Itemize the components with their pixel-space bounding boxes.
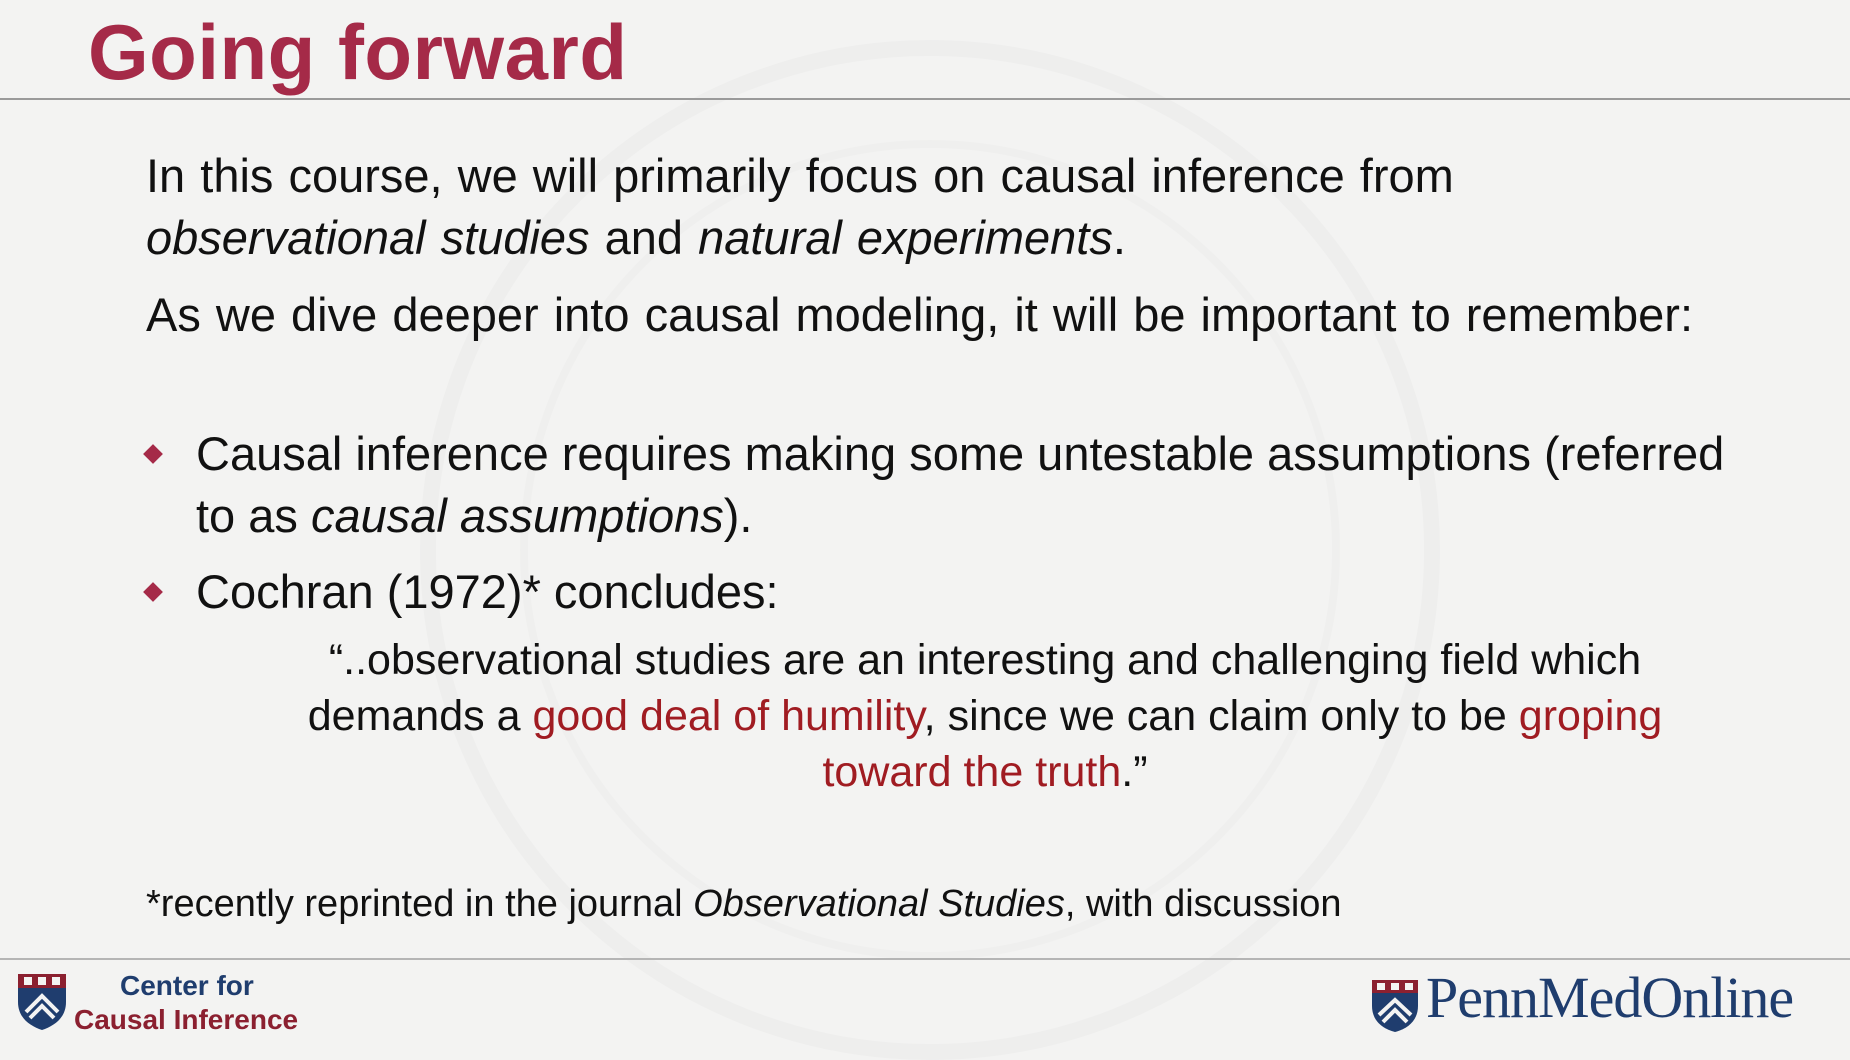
quote-text-3: .” bbox=[1121, 748, 1148, 796]
bullet-2-text: Cochran (1972)* concludes: bbox=[196, 565, 779, 618]
quote-highlight-humility: good deal of humility bbox=[532, 692, 924, 740]
footnote-italic-journal: Observational Studies bbox=[693, 883, 1065, 925]
intro-text-1: In this course, we will primarily focus … bbox=[146, 149, 1454, 202]
intro-text-3: . bbox=[1112, 211, 1126, 264]
quote-highlight-groping: groping toward the truth bbox=[822, 692, 1663, 796]
bullet-1-italic: causal assumptions bbox=[310, 489, 724, 542]
diamond-bullet-icon bbox=[143, 582, 163, 602]
logo-line-center-for: Center for bbox=[120, 970, 254, 1001]
title-divider bbox=[0, 98, 1850, 100]
penn-shield-icon bbox=[18, 974, 66, 1030]
intro-italic-natural: natural experiments bbox=[698, 211, 1113, 264]
quote-text-1: “..observational studies are an interest… bbox=[307, 636, 1642, 740]
pennmedonline-logo: PennMedOnline bbox=[1370, 965, 1840, 1036]
bullet-text: Causal inference requires making some un… bbox=[196, 423, 1746, 547]
logo-line-causal-inference: Causal Inference bbox=[74, 1004, 299, 1035]
diamond-bullet-icon bbox=[143, 444, 163, 464]
penn-shield-icon bbox=[1372, 980, 1418, 1032]
intro-paragraph: In this course, we will primarily focus … bbox=[146, 145, 1726, 269]
footnote-text-1: *recently reprinted in the journal bbox=[146, 883, 694, 925]
footnote: *recently reprinted in the journal Obser… bbox=[146, 880, 1342, 928]
intro-italic-observational: observational studies bbox=[146, 211, 590, 264]
remember-paragraph: As we dive deeper into causal modeling, … bbox=[146, 288, 1694, 341]
quote-text-2: , since we can claim only to be bbox=[923, 692, 1519, 740]
logo-wordmark: PennMedOnline bbox=[1426, 965, 1794, 1030]
slide-title: Going forward bbox=[88, 8, 628, 96]
bullet-text: Cochran (1972)* concludes: bbox=[196, 561, 1746, 623]
bullet-1-text-2: ). bbox=[723, 489, 753, 542]
footer-divider bbox=[0, 958, 1850, 960]
center-for-causal-inference-logo: Center for Causal Inference bbox=[16, 970, 316, 1036]
cochran-quote: “..observational studies are an interest… bbox=[240, 632, 1730, 800]
footnote-text-2: , with discussion bbox=[1064, 883, 1342, 925]
bullet-1-text-1: Causal inference requires making some un… bbox=[196, 427, 1725, 542]
intro-text-2: and bbox=[589, 211, 699, 264]
